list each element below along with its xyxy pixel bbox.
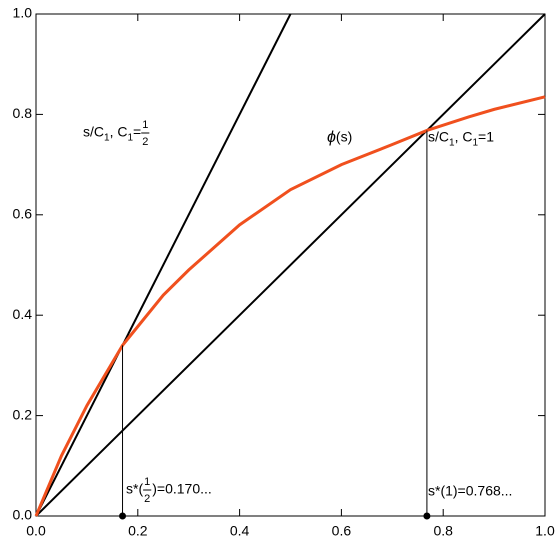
annotation-text: 1 (472, 138, 478, 149)
y-tick-label: 0.2 (13, 406, 33, 422)
annotation-text: s*( (126, 481, 143, 497)
y-tick-label: 0.4 (13, 306, 33, 322)
annotation-text: ϕ (327, 129, 336, 146)
x-tick-label: 0.8 (433, 523, 453, 539)
annotation: s*(1 2)=0.170... (126, 476, 212, 505)
y-tick-label: 0.0 (13, 507, 33, 523)
annotation-text: , C (110, 124, 128, 140)
annotation-text: s/C (83, 124, 104, 140)
annotation-text: , C (455, 129, 473, 145)
annotation: ϕ (s) (327, 129, 352, 147)
drop-point (119, 512, 127, 520)
annotation-text: =1 (478, 129, 494, 145)
series-line (35, 13, 292, 517)
annotation-text: 1 (104, 133, 110, 144)
annotation: s/C 1, C 1 =1 (428, 129, 494, 149)
annotation-text: s/C (428, 129, 449, 145)
x-tick-label: 0.4 (230, 523, 250, 539)
y-tick-label: 0.8 (13, 105, 33, 121)
series-line (35, 13, 546, 517)
annotation-text: )=0.170... (152, 481, 212, 497)
x-tick-label: 1.0 (535, 523, 555, 539)
annotation-text: 1 (127, 133, 133, 144)
fraction-numerator: 1 (144, 476, 150, 488)
x-tick-label: 0.6 (332, 523, 352, 539)
annotation-text: = (133, 124, 141, 140)
annotation: s*(1)=0.768... (428, 483, 512, 499)
annotation-text: (s) (336, 129, 352, 145)
y-tick-label: 0.6 (13, 206, 33, 222)
annotation-text: s*(1)=0.768... (428, 483, 512, 499)
series-line (34, 95, 546, 517)
annotation: s/C 1, C 1 = 12 (83, 119, 150, 148)
x-tick-label: 0.0 (26, 523, 46, 539)
fraction-numerator: 1 (142, 119, 148, 131)
annotation-text: 1 (449, 138, 455, 149)
drop-point (423, 512, 431, 520)
x-tick-label: 0.2 (128, 523, 148, 539)
y-tick-label: 1.0 (13, 5, 33, 21)
fraction-denominator: 2 (142, 136, 148, 148)
fraction-denominator: 2 (144, 493, 150, 505)
